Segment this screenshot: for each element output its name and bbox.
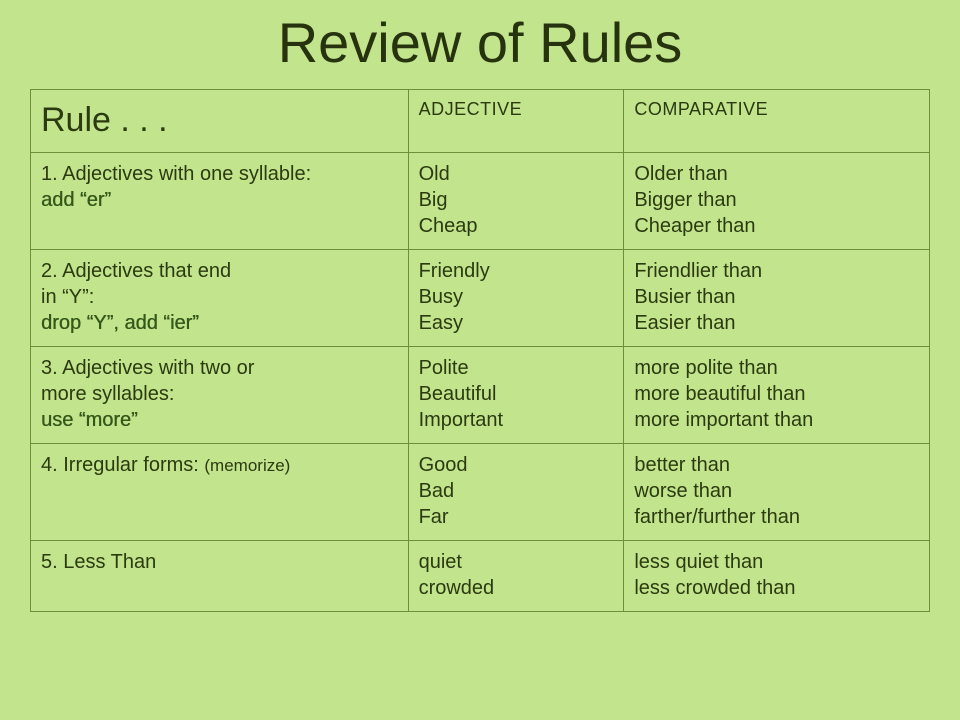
comparative-cell: less quiet thanless crowded than: [624, 541, 930, 612]
rule-memorize: (memorize): [204, 456, 290, 475]
col-header-rule: Rule . . .: [31, 90, 409, 153]
col-header-adjective: ADJECTIVE: [408, 90, 624, 153]
rule-cell: 5. Less Than: [31, 541, 409, 612]
rule-text: 3. Adjectives with two ormore syllables:: [41, 357, 254, 405]
table-row: 3. Adjectives with two ormore syllables:…: [31, 347, 930, 444]
rule-text: 1. Adjectives with one syllable:: [41, 163, 311, 185]
adjective-cell: FriendlyBusyEasy: [408, 250, 624, 347]
table-row: 2. Adjectives that endin “Y”: drop “Y”, a…: [31, 250, 930, 347]
adjective-cell: quietcrowded: [408, 541, 624, 612]
adjective-cell: PoliteBeautifulImportant: [408, 347, 624, 444]
rule-cell: 2. Adjectives that endin “Y”: drop “Y”, a…: [31, 250, 409, 347]
table-header-row: Rule . . . ADJECTIVE COMPARATIVE: [31, 90, 930, 153]
slide-title: Review of Rules: [30, 10, 930, 75]
rule-text: 5. Less Than: [41, 551, 156, 573]
rule-cell: 3. Adjectives with two ormore syllables:…: [31, 347, 409, 444]
table-row: 5. Less Than quietcrowded less quiet tha…: [31, 541, 930, 612]
comparative-cell: Friendlier thanBusier thanEasier than: [624, 250, 930, 347]
rule-cell: 4. Irregular forms: (memorize): [31, 444, 409, 541]
table-row: 1. Adjectives with one syllable: add “er”…: [31, 153, 930, 250]
comparative-cell: Older thanBigger thanCheaper than: [624, 153, 930, 250]
rule-emphasis: drop “Y”, add “ier”: [41, 312, 199, 334]
comparative-cell: better thanworse thanfarther/further tha…: [624, 444, 930, 541]
adjective-cell: OldBigCheap: [408, 153, 624, 250]
comparative-cell: more polite thanmore beautiful thanmore …: [624, 347, 930, 444]
col-header-comparative: COMPARATIVE: [624, 90, 930, 153]
rule-cell: 1. Adjectives with one syllable: add “er”: [31, 153, 409, 250]
rule-emphasis: add “er”: [41, 189, 111, 211]
rule-text: 2. Adjectives that endin “Y”:: [41, 260, 231, 308]
rule-text: 4. Irregular forms:: [41, 454, 204, 476]
adjective-cell: GoodBadFar: [408, 444, 624, 541]
table-row: 4. Irregular forms: (memorize) GoodBadFa…: [31, 444, 930, 541]
rules-table: Rule . . . ADJECTIVE COMPARATIVE 1. Adje…: [30, 89, 930, 612]
rule-emphasis: use “more”: [41, 409, 138, 431]
slide: Review of Rules Rule . . . ADJECTIVE COM…: [0, 0, 960, 642]
